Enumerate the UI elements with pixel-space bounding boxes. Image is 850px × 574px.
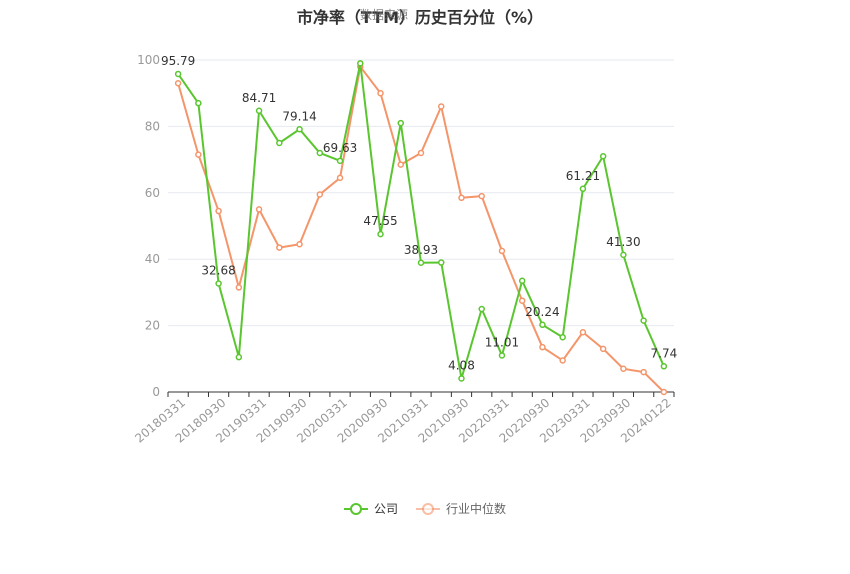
- data-label: 69.63: [323, 141, 357, 155]
- data-point-industry: [518, 297, 526, 304]
- data-point-company: [357, 60, 364, 67]
- data-label-layer: 95.79 32.68 84.71 79.14 69.63 47.55 38.93 4.08 1…: [161, 54, 677, 372]
- data-point-company: [478, 305, 485, 313]
- data-label: 79.14: [282, 109, 316, 123]
- data-point-company: [336, 157, 344, 165]
- data-label: 4.08: [448, 358, 475, 372]
- data-point-industry: [174, 79, 182, 87]
- data-point-company: [539, 321, 546, 329]
- series-layer: [174, 60, 668, 396]
- watermark-text: 数据来源: [360, 8, 409, 22]
- data-point-industry: [215, 207, 222, 215]
- y-tick-label: 60: [145, 186, 160, 200]
- data-label: 41.30: [606, 235, 640, 249]
- data-label: 7.74: [651, 346, 678, 360]
- data-point-industry: [599, 345, 607, 353]
- data-point-industry: [316, 191, 324, 198]
- y-tick-label: 0: [152, 385, 160, 399]
- data-point-industry: [296, 241, 303, 248]
- legend-label-company: 公司: [373, 502, 398, 516]
- data-point-industry: [458, 194, 465, 202]
- data-point-industry: [498, 247, 506, 255]
- data-label: 61.21: [566, 169, 600, 183]
- data-point-industry: [235, 284, 243, 291]
- data-point-industry: [255, 206, 263, 213]
- data-point-industry: [539, 343, 546, 351]
- data-point-industry: [336, 174, 344, 182]
- data-label: 47.55: [363, 214, 397, 228]
- data-point-company: [599, 153, 607, 160]
- data-point-industry: [559, 357, 566, 364]
- legend-item-industry[interactable]: 行业中位数: [416, 500, 506, 517]
- data-point-industry: [437, 103, 445, 110]
- data-point-industry: [276, 244, 283, 251]
- legend-swatch-company: [343, 502, 368, 516]
- legend-item-company[interactable]: 公司: [343, 500, 398, 517]
- data-point-company: [377, 230, 384, 238]
- data-point-company: [397, 119, 405, 127]
- data-point-company: [620, 251, 627, 259]
- data-point-company: [235, 353, 243, 361]
- series-line-company: [177, 62, 665, 380]
- data-point-industry: [640, 368, 647, 376]
- data-point-company: [215, 280, 222, 287]
- data-label: 11.01: [485, 335, 519, 349]
- data-point-industry: [397, 161, 405, 168]
- legend-label-industry: 行业中位数: [446, 502, 507, 516]
- legend: 公司 行业中位数: [0, 500, 850, 517]
- data-point-company: [437, 259, 445, 266]
- y-tick-label: 40: [145, 252, 160, 266]
- data-point-company: [195, 99, 202, 107]
- data-point-industry: [478, 192, 485, 200]
- data-point-company: [276, 139, 283, 147]
- legend-swatch-industry: [416, 502, 440, 516]
- data-point-industry: [660, 388, 668, 396]
- data-point-company: [579, 185, 587, 193]
- data-point-company: [640, 317, 647, 324]
- chart-title: 市净率（TTM）历史百分位（%）: [296, 8, 544, 27]
- data-point-company: [559, 333, 566, 341]
- data-label: 32.68: [201, 264, 235, 278]
- data-point-company: [296, 126, 303, 133]
- data-point-company: [316, 149, 324, 157]
- data-point-company: [417, 259, 425, 267]
- data-point-company: [498, 352, 506, 359]
- data-point-industry: [579, 328, 587, 336]
- data-point-industry: [417, 149, 425, 157]
- data-point-company: [255, 107, 263, 115]
- data-label: 84.71: [242, 91, 276, 105]
- data-label: 38.93: [404, 243, 438, 257]
- series-line-industry: [177, 65, 665, 393]
- data-label: 20.24: [525, 305, 559, 319]
- data-point-industry: [377, 89, 384, 97]
- data-point-industry: [620, 365, 627, 373]
- data-point-company: [518, 277, 526, 285]
- data-point-industry: [195, 151, 202, 158]
- data-label: 95.79: [161, 54, 195, 68]
- data-point-company: [660, 363, 668, 370]
- data-point-company: [458, 375, 465, 382]
- data-point-company: [174, 70, 182, 78]
- y-tick-label: 100: [137, 53, 160, 67]
- y-tick-label: 20: [145, 319, 160, 333]
- y-tick-label: 80: [145, 119, 160, 133]
